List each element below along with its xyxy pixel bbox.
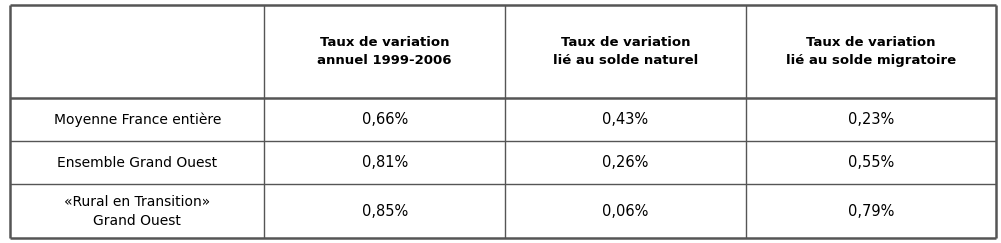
Text: 0,81%: 0,81% [361, 156, 407, 170]
Text: Taux de variation
annuel 1999-2006: Taux de variation annuel 1999-2006 [317, 36, 451, 67]
Text: Taux de variation
lié au solde migratoire: Taux de variation lié au solde migratoir… [786, 36, 956, 67]
Text: 0,23%: 0,23% [848, 112, 894, 127]
Text: Ensemble Grand Ouest: Ensemble Grand Ouest [57, 156, 217, 170]
Text: Moyenne France entière: Moyenne France entière [53, 113, 221, 127]
Text: 0,26%: 0,26% [602, 156, 649, 170]
Text: Taux de variation
lié au solde naturel: Taux de variation lié au solde naturel [553, 36, 698, 67]
Text: 0,06%: 0,06% [602, 204, 649, 219]
Text: 0,85%: 0,85% [361, 204, 407, 219]
Text: 0,79%: 0,79% [848, 204, 894, 219]
Text: 0,43%: 0,43% [603, 112, 649, 127]
Text: «Rural en Transition»
Grand Ouest: «Rural en Transition» Grand Ouest [64, 195, 210, 227]
Text: 0,55%: 0,55% [848, 156, 894, 170]
Text: 0,66%: 0,66% [361, 112, 407, 127]
